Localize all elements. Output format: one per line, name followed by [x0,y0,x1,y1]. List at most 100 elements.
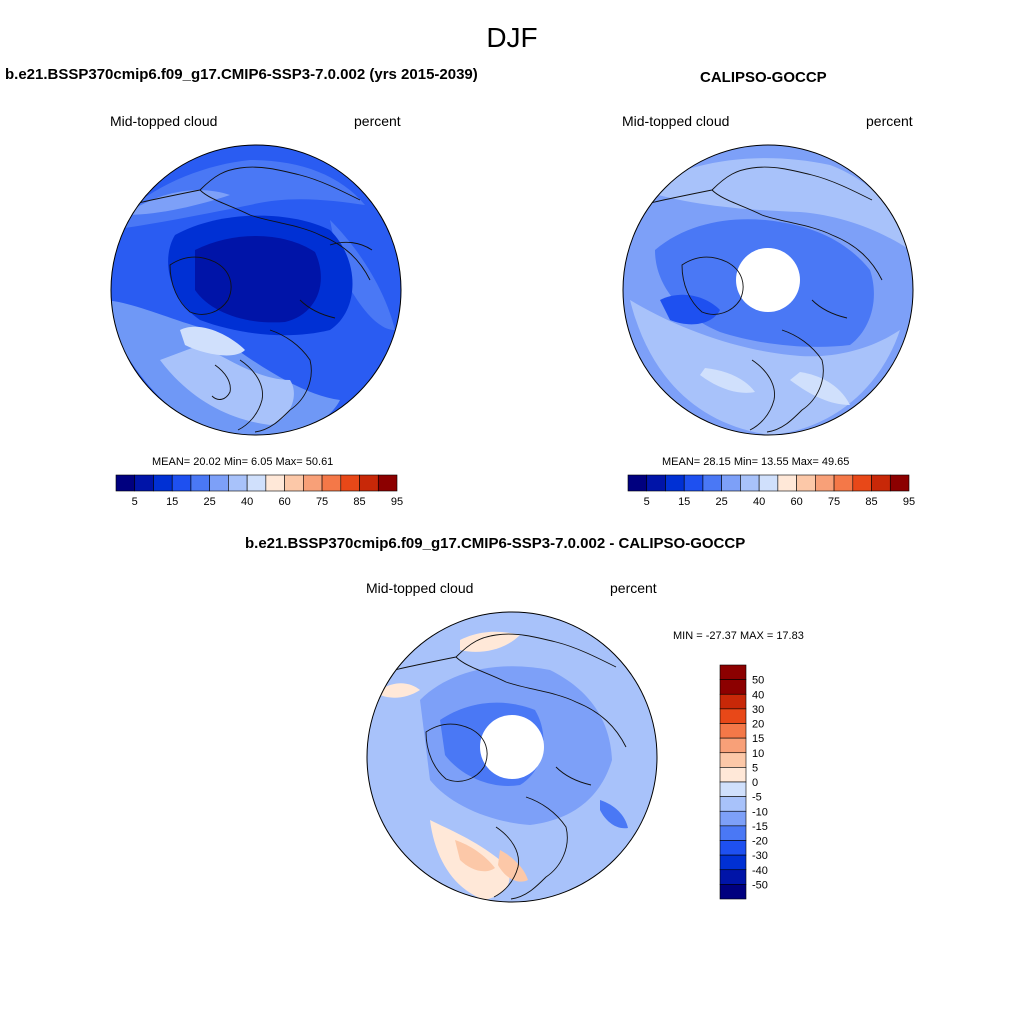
panel1-colorbar-tick-label: 60 [278,496,290,508]
panel1-colorbar-box [303,474,323,492]
panel2-colorbar-tick-label: 60 [790,496,802,508]
panel2-colorbar-box [665,474,685,492]
panel2-units-label: percent [866,113,913,129]
panel3-units-label: percent [610,580,657,596]
panel1-colorbar-box [171,474,192,492]
panel3-title: b.e21.BSSP370cmip6.f09_g17.CMIP6-SSP3-7.… [245,535,746,552]
panel2-title: CALIPSO-GOCCP [700,69,827,86]
panel3-colorbar-box [719,679,747,695]
panel3-colorbar-tick-label: 5 [752,762,758,774]
panel2-colorbar-box [889,474,910,492]
panel3-colorbar-tick-label: 15 [752,733,764,745]
panel1-colorbar-tick-label: 5 [132,496,138,508]
panel1-colorbar-box [340,474,360,492]
panel1-colorbar-box [321,474,342,492]
panel2-coastlines [641,166,883,433]
panel2-colorbar-box [871,474,891,492]
panel3-colorbar-tick-label: 0 [752,777,758,789]
panel2-map-border [622,144,914,436]
panel1-title: b.e21.BSSP370cmip6.f09_g17.CMIP6-SSP3-7.… [5,66,478,83]
panel3-colorbar-box [719,854,747,871]
panel3-missing-polar-cap [480,715,544,779]
panel1-stats: MEAN= 20.02 Min= 6.05 Max= 50.61 [152,456,334,468]
figure-title: DJF [486,22,538,53]
panel3-map-border [366,611,658,903]
panel1-colorbar-box [284,474,304,492]
panel2-colorbar-tick-label: 75 [828,496,840,508]
panel3-colorbar-box [719,752,747,768]
panel1-colorbar-box [228,474,248,492]
panel2-colorbar-box [702,474,722,492]
panel3-colorbar-tick-label: -15 [752,821,768,833]
panel2-colorbar-tick-label: 5 [644,496,650,508]
panel1-colorbar-box [265,474,285,492]
panel2-colorbar-box [740,474,760,492]
panel2-colorbar-tick-label: 15 [678,496,690,508]
panel1-colorbar-box [190,474,210,492]
panel1-coastlines [129,166,373,433]
panel3-colorbar-tick-label: -10 [752,806,768,818]
panel2-colorbar-box [627,474,648,492]
panel3-stats: MIN = -27.37 MAX = 17.83 [673,630,804,642]
panel2-colorbar-box [815,474,835,492]
panel3-colorbar-tick-label: -50 [752,879,768,891]
panel2-colorbar-box [833,474,854,492]
panel2-colorbar-box [683,474,704,492]
panel2-colorbar: 5 15 25 40 60 75 85 95 [627,474,915,508]
panel1-colorbar-tick-label: 25 [204,496,216,508]
panel3-colorbar-tick-label: -20 [752,836,768,848]
panel3-colorbar-box [719,708,747,724]
panel1-units-label: percent [354,113,401,129]
panel2-map [622,144,914,436]
panel3-colorbar-box [719,737,747,754]
panel2-variable-label: Mid-topped cloud [622,113,730,129]
panel3-colorbar-box [719,781,747,797]
panel3-colorbar-box [719,810,747,827]
panel3-colorbar-box [719,884,747,900]
panel1-colorbar-box [115,474,136,492]
panel3-colorbar-tick-label: 40 [752,689,764,701]
panel1-colorbar-box [359,474,379,492]
panel2-colorbar-box [796,474,816,492]
panel3-colorbar-box [719,723,747,739]
panel2-colorbar-box [852,474,872,492]
panel1-colorbar-box [134,474,154,492]
panel2-missing-polar-cap [736,248,800,312]
panel3-map [366,611,658,903]
panel2-colorbar-tick-label: 95 [903,496,915,508]
panel1-colorbar-tick-label: 75 [316,496,328,508]
panel2-colorbar-box [777,474,797,492]
panel1-colorbar-box [246,474,267,492]
panel3-colorbar-box [719,767,747,783]
panel3-colorbar-box [719,693,747,710]
panel1-colorbar-box [377,474,398,492]
panel1-colorbar-tick-label: 15 [166,496,178,508]
panel3-colorbar-box [719,840,747,856]
panel3-colorbar-box [719,664,747,680]
panel3-colorbar-tick-label: -40 [752,865,768,877]
panel1-variable-label: Mid-topped cloud [110,113,218,129]
panel1-colorbar-tick-label: 95 [391,496,403,508]
panel3-colorbar-tick-label: 30 [752,704,764,716]
panel2-colorbar-tick-label: 40 [753,496,765,508]
panel1-map-border [110,144,402,436]
panel1-colorbar-tick-label: 85 [353,496,365,508]
panel2-stats: MEAN= 28.15 Min= 13.55 Max= 49.65 [662,456,850,468]
panel3-colorbar-box [719,796,747,812]
panel3-colorbar-box [719,825,747,841]
panel3-coastlines [385,633,627,900]
panel3-colorbar-tick-label: 20 [752,719,764,731]
panel2-colorbar-tick-label: 85 [865,496,877,508]
panel3-variable-label: Mid-topped cloud [366,580,474,596]
panel2-colorbar-box [721,474,741,492]
panel1-colorbar-box [153,474,173,492]
panel2-colorbar-box [646,474,666,492]
panel1-colorbar-box [209,474,229,492]
panel2-colorbar-tick-label: 25 [716,496,728,508]
panel1-colorbar-tick-label: 40 [241,496,253,508]
panel3-colorbar-tick-label: -30 [752,850,768,862]
panel3-colorbar-tick-label: -5 [752,792,762,804]
panel3-colorbar-tick-label: 10 [752,748,764,760]
panel2-colorbar-box [758,474,779,492]
